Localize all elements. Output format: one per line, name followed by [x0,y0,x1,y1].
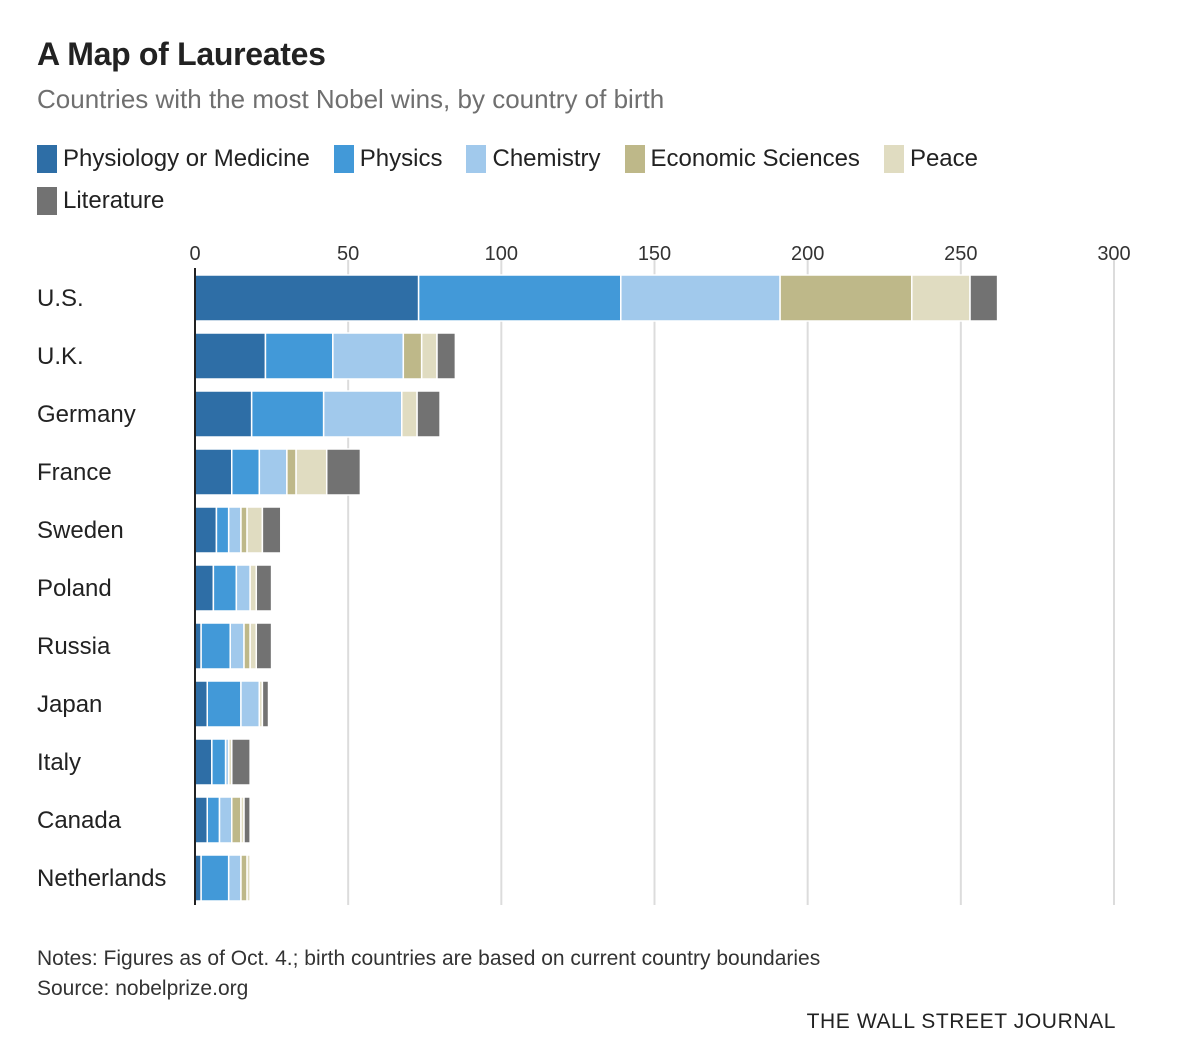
category-label: U.K. [37,343,84,370]
bar-segment [231,796,242,844]
bar-segment [255,622,273,670]
chart-title: A Map of Laureates [37,36,326,72]
legend-swatch [37,145,57,173]
x-tick-label: 50 [337,243,359,265]
bar-segment [194,738,213,786]
legend-label: Physiology or Medicine [63,145,310,172]
bar-segment [911,274,971,322]
category-label: Canada [37,807,122,834]
category-label: U.S. [37,285,84,312]
publisher-logo: THE WALL STREET JOURNAL [806,1010,1116,1033]
bar-segment [436,332,457,380]
bar-segment [249,622,258,670]
bar-segment [295,448,328,496]
legend-label: Economic Sciences [650,145,860,172]
bar-segment [261,680,270,728]
notes-block: Notes: Figures as of Oct. 4.; birth coun… [37,944,820,1004]
legend-label: Chemistry [492,145,601,172]
bar-segment [249,564,258,612]
category-label: Russia [37,633,111,660]
bar-segment [194,680,209,728]
legend-swatch [624,145,645,173]
bar-segment [206,680,242,728]
legend-label: Physics [359,145,443,172]
bar-segment [258,448,288,496]
bar-segment [240,854,248,902]
bar-segment [206,796,221,844]
bar-segment [325,448,362,496]
category-label: Netherlands [37,865,166,892]
bar-segment [200,622,231,670]
legend-swatch [37,187,57,215]
bar-segment [243,622,251,670]
stacked-bar-chart: 0 50 100 150 200 250 300 U.S. U.K. Germany France S… [37,243,1131,905]
bar-segment [194,274,420,322]
category-label: France [37,459,112,486]
category-label: Germany [37,401,136,428]
legend-item-chemistry: Chemistry [466,138,601,180]
bar-segment [332,332,405,380]
legend-swatch [883,145,904,173]
bar-segment [194,796,209,844]
category-label: Japan [37,691,102,718]
notes-text: Notes: Figures as of Oct. 4.; birth coun… [37,947,821,970]
x-tick-label: 150 [638,243,671,265]
bar-segment [227,854,242,902]
category-label: Poland [37,575,112,602]
bar-segment [194,332,267,380]
bar-segment [416,390,441,438]
bar-segment [211,738,227,786]
bar-segment [969,274,999,322]
bar-segment [255,564,273,612]
bar-segment [401,390,418,438]
bar-segment [200,854,230,902]
bar-segment [231,448,261,496]
bar-segment [246,506,264,554]
x-tick-label: 100 [485,243,518,265]
category-label: Sweden [37,517,124,544]
x-tick-label: 200 [791,243,824,265]
bar-segment [261,506,282,554]
bar-segment [240,506,248,554]
legend: Physiology or Medicine Physics Chemistry… [37,138,1117,222]
bar-segment [229,622,245,670]
legend-item-peace: Peace [883,138,978,180]
bar-segment [218,796,233,844]
bar-segment [250,390,325,438]
legend-item-economic-sciences: Economic Sciences [624,138,860,180]
bar-segment [212,564,238,612]
bar-segment [243,796,251,844]
bar-segment [194,390,253,438]
bar-segment [402,332,423,380]
bar-segment [620,274,781,322]
legend-label: Peace [909,145,978,172]
bar-segment [227,506,242,554]
bar-segment [420,332,438,380]
x-tick-label: 0 [189,243,200,265]
legend-swatch [333,145,354,173]
bar-segment [246,854,251,902]
legend-swatch [466,145,487,173]
bar-segment [235,564,251,612]
bar-segment [194,448,233,496]
source-text: Source: nobelprize.org [37,977,249,1000]
chart-subtitle: Countries with the most Nobel wins, by c… [37,84,665,114]
bar-segment [322,390,403,438]
bar-segment [417,274,622,322]
bar-segment [194,506,218,554]
legend-label: Literature [63,187,165,214]
x-tick-label: 250 [944,243,977,265]
bar-segment [264,332,334,380]
bar-segment [215,506,230,554]
category-label: Italy [37,749,81,776]
bar-segment [194,564,215,612]
legend-item-physics: Physics [333,138,443,180]
legend-item-literature: Literature [37,180,164,222]
bar-segment [286,448,297,496]
bar-segment [779,274,913,322]
bar-segment [240,680,261,728]
legend-item-physiology-or-medicine: Physiology or Medicine [37,138,310,180]
bar-segment [231,738,251,786]
x-tick-label: 300 [1097,243,1130,265]
